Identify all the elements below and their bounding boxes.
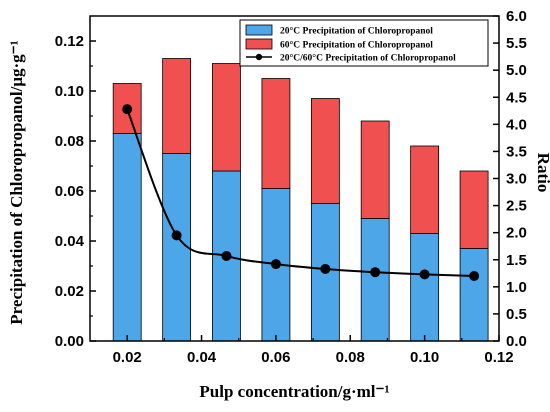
- y-axis-right-title: Ratio: [534, 153, 550, 193]
- y2-tick-label: 3.5: [506, 143, 527, 160]
- legend-marker-ratio: [255, 53, 263, 61]
- x-tick-label: 0.08: [336, 349, 365, 366]
- y-axis-right: 0.0 0.5 1.0 1.5 2.0 2.5 3.0 3.5 4.0 4.5 5.0 5.5 6.0: [493, 8, 527, 350]
- bar-20c-2: [162, 153, 192, 342]
- y-axis-left-title: Precipitation of Chloropropanol/μg·g⁻¹: [7, 40, 26, 324]
- y-tick-label: 0.10: [55, 83, 84, 100]
- y2-tick-label: 0.5: [506, 306, 527, 323]
- y-tick-label: 0.02: [55, 283, 84, 300]
- legend-label-20c: 20°C Precipitation of Chloropropanol: [280, 26, 433, 37]
- y-tick-label: 0.04: [55, 233, 85, 250]
- x-tick-label: 0.02: [113, 349, 142, 366]
- ratio-point-2: [171, 230, 182, 241]
- bar-20c-1: [112, 133, 142, 342]
- legend-box: [239, 19, 489, 67]
- legend-swatch-20c: [245, 24, 273, 36]
- bar-60c-8: [459, 170, 489, 249]
- y2-tick-label: 1.5: [506, 252, 527, 269]
- y2-tick-label: 2.5: [506, 198, 527, 215]
- x-tick-label: 0.06: [261, 349, 290, 366]
- y2-tick-label: 4.0: [506, 116, 527, 133]
- y-axis-left: 0.00 0.02 0.04 0.06 0.08 0.10 0.12: [55, 33, 96, 350]
- legend-swatch-60c: [245, 38, 273, 50]
- y2-tick-label: 1.0: [506, 279, 527, 296]
- y2-tick-label: 0.0: [506, 333, 527, 350]
- bar-60c-6: [360, 120, 390, 219]
- y-tick-label: 0.12: [55, 33, 84, 50]
- x-tick-label: 0.04: [187, 349, 217, 366]
- y2-tick-label: 6.0: [506, 8, 527, 25]
- y2-tick-label: 2.0: [506, 225, 527, 242]
- y2-tick-label: 3.0: [506, 171, 527, 188]
- x-axis-title: Pulp concentration/g·ml⁻¹: [199, 382, 389, 401]
- x-tick-label: 0.12: [484, 349, 513, 366]
- ratio-point-8: [469, 271, 480, 281]
- ratio-point-7: [419, 269, 430, 280]
- x-tick-label: 0.10: [410, 349, 439, 366]
- bar-60c-3: [212, 63, 241, 172]
- bar-20c-7: [410, 233, 440, 342]
- y2-tick-label: 4.5: [506, 89, 527, 106]
- bar-60c-2: [162, 58, 192, 154]
- y2-tick-label: 5.5: [506, 35, 527, 52]
- ratio-point-6: [370, 267, 381, 278]
- legend-label-60c: 60°C Precipitation of Chloropropanol: [280, 40, 433, 51]
- x-axis: 0.02 0.04 0.06 0.08 0.10 0.12: [113, 335, 514, 366]
- legend-label-ratio: 20°C/60°C Precipitation of Chloropropano…: [280, 53, 456, 64]
- ratio-line-group: [122, 104, 480, 281]
- y-tick-label: 0.08: [55, 133, 84, 150]
- ratio-point-5: [320, 263, 331, 274]
- bar-60c-4: [261, 78, 291, 189]
- bars-group: [112, 58, 489, 342]
- y-tick-label: 0.00: [55, 333, 84, 350]
- bar-20c-6: [360, 218, 390, 342]
- ratio-point-1: [122, 104, 133, 115]
- ratio-point-3: [221, 250, 232, 261]
- bar-60c-7: [410, 145, 440, 234]
- legend: 20°C Precipitation of Chloropropanol 60°…: [239, 19, 489, 67]
- bar-60c-5: [310, 98, 340, 204]
- y-tick-label: 0.06: [55, 183, 84, 200]
- bar-20c-8: [459, 248, 489, 342]
- y2-tick-label: 5.0: [506, 62, 527, 79]
- ratio-point-4: [270, 259, 281, 270]
